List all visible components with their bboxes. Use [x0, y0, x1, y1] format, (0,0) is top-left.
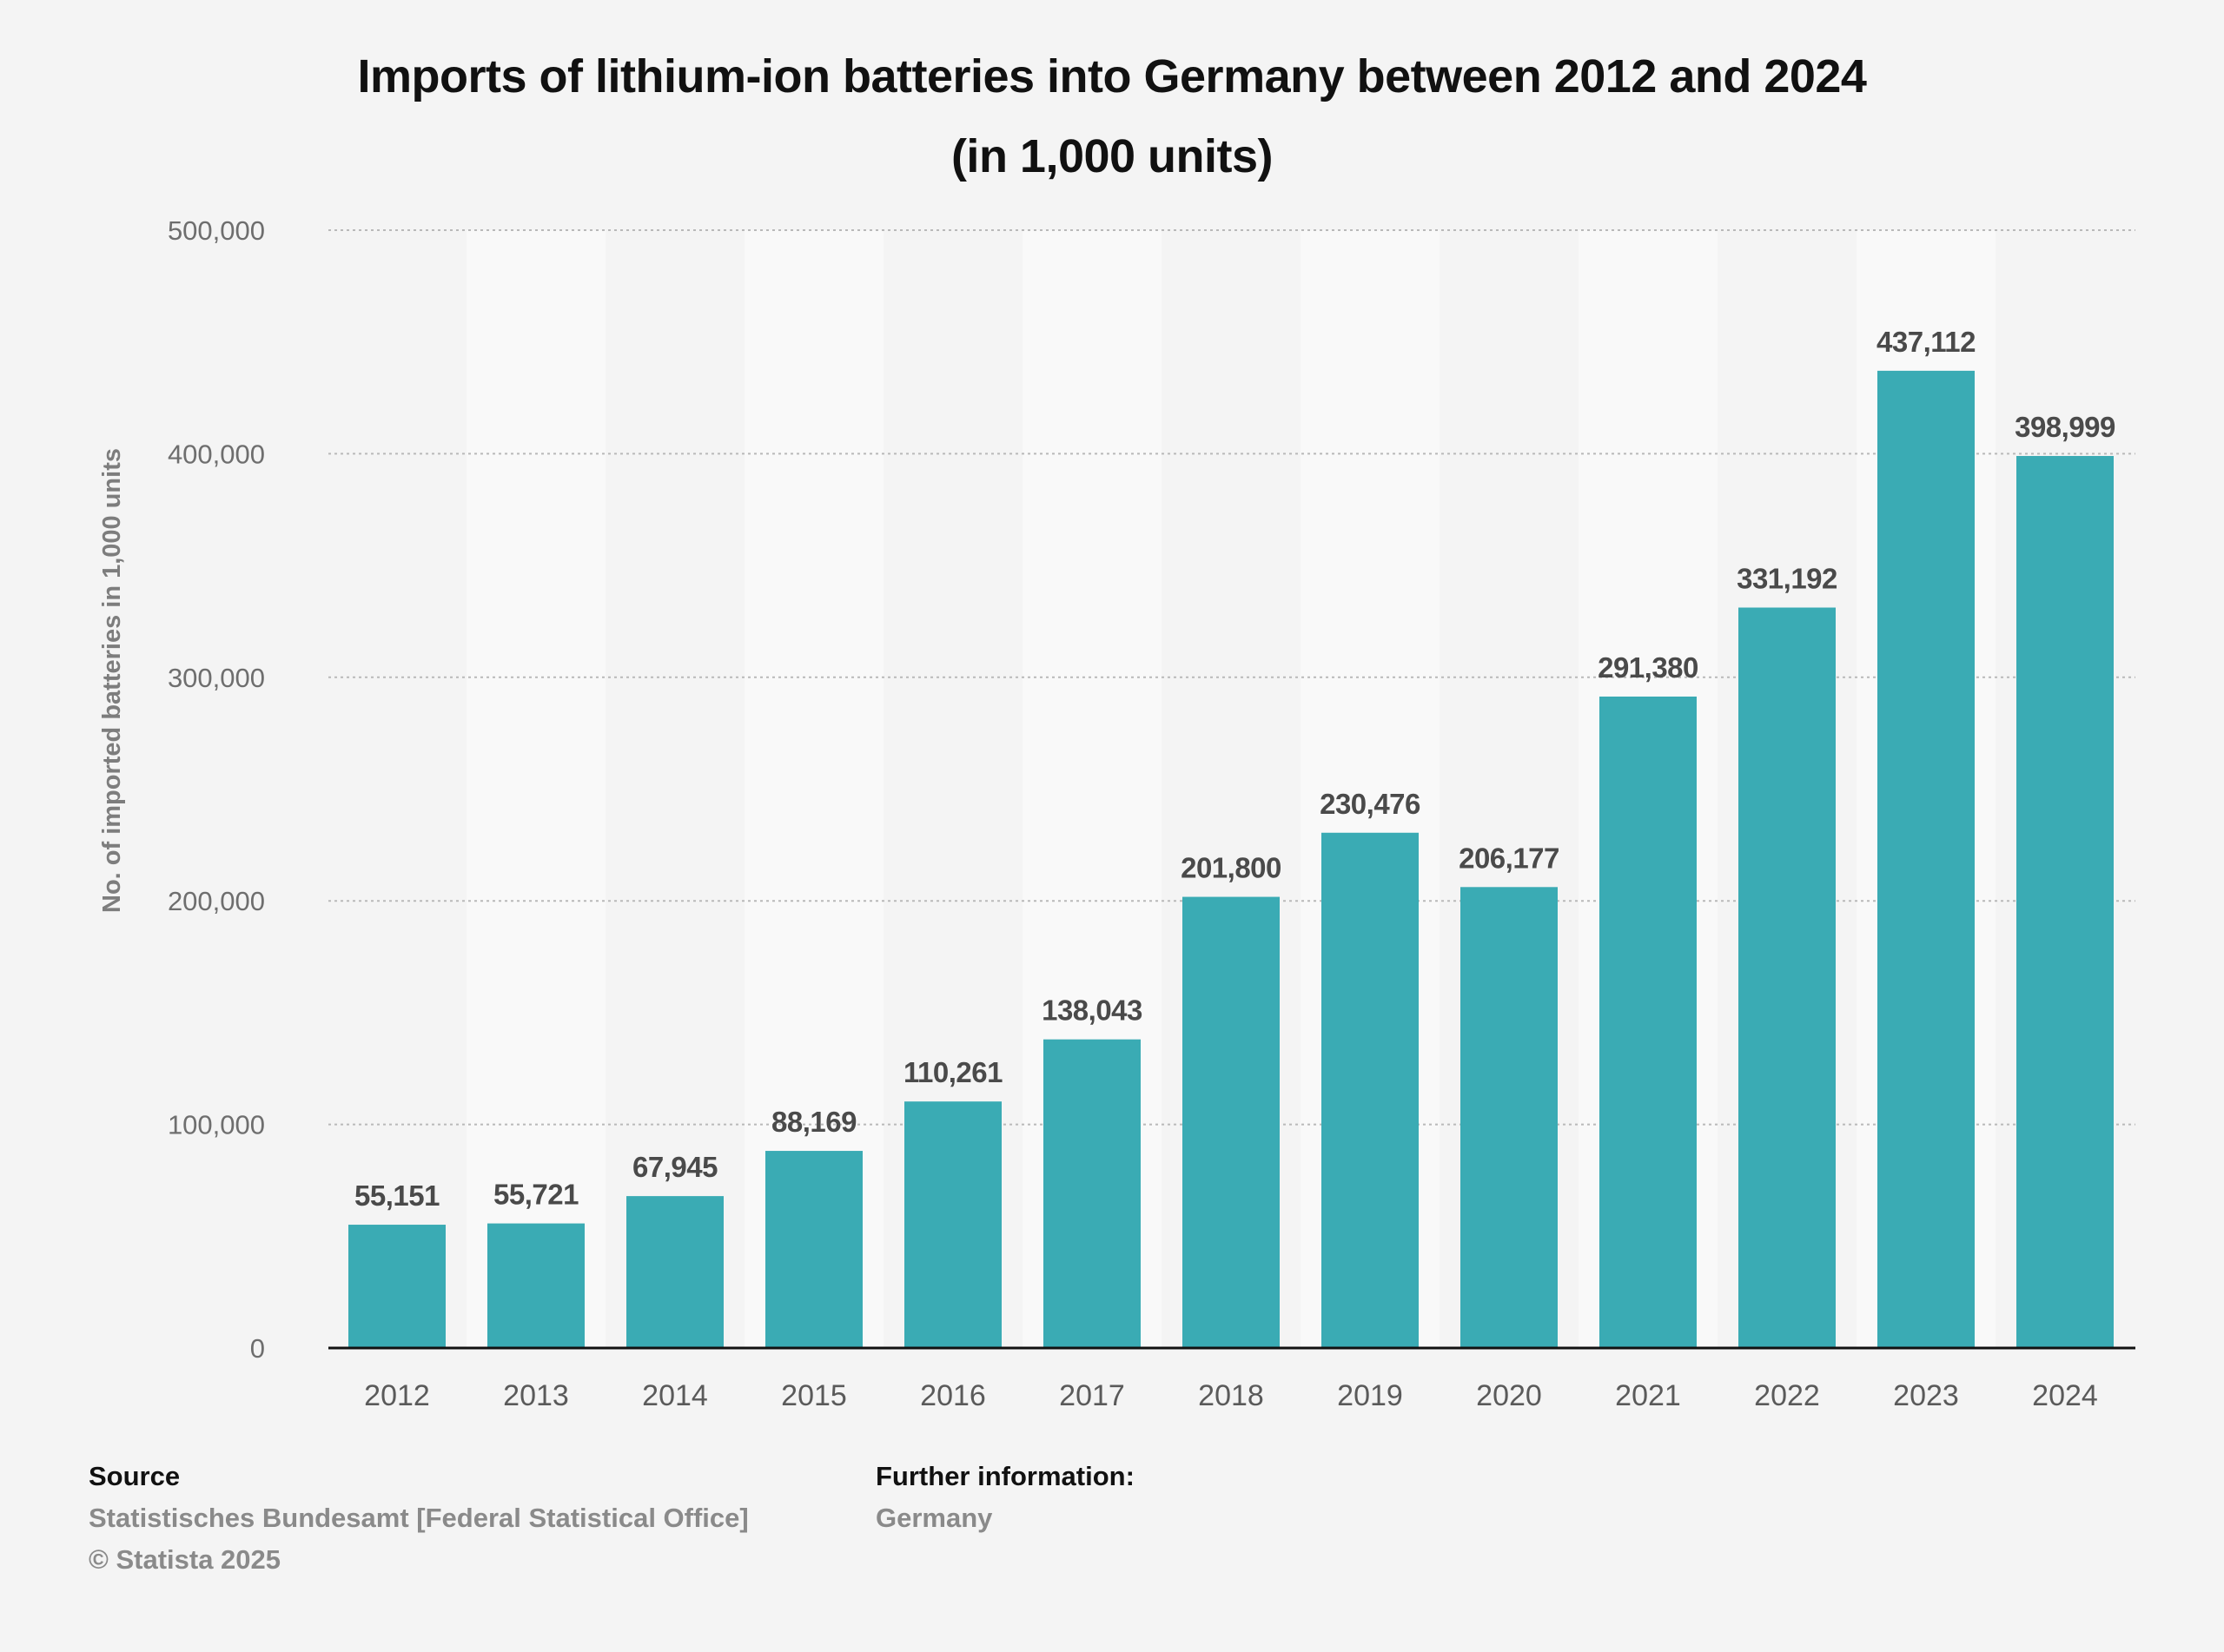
source-heading: Source [89, 1461, 181, 1491]
y-tick-label: 400,000 [168, 439, 265, 469]
bar-2015[interactable] [765, 1151, 863, 1348]
y-tick-label: 500,000 [168, 215, 265, 246]
x-tick-label-2012: 2012 [364, 1379, 430, 1412]
bar-2014[interactable] [626, 1196, 724, 1348]
value-label-2014: 67,945 [632, 1151, 718, 1183]
x-tick-label-2023: 2023 [1893, 1379, 1959, 1412]
x-tick-label-2017: 2017 [1059, 1379, 1125, 1412]
column-band-2014 [606, 230, 745, 1348]
value-label-2019: 230,476 [1320, 788, 1420, 820]
source-text: Statistisches Bundesamt [Federal Statist… [89, 1503, 749, 1533]
x-tick-label-2022: 2022 [1754, 1379, 1820, 1412]
value-label-2021: 291,380 [1598, 651, 1698, 684]
x-tick-label-2015: 2015 [781, 1379, 847, 1412]
value-labels: 55,151 55,721 67,945 88,169 110,261 138,043 20… [354, 326, 2116, 1212]
value-label-2024: 398,999 [2015, 411, 2115, 443]
y-axis-label: No. of imported batteries in 1,000 units [98, 448, 126, 913]
bar-2020[interactable] [1460, 887, 1558, 1348]
x-tick-label-2021: 2021 [1615, 1379, 1681, 1412]
y-tick-label: 300,000 [168, 663, 265, 693]
bar-2018[interactable] [1182, 896, 1280, 1348]
source-block: Source Statistisches Bundesamt [Federal … [89, 1456, 749, 1581]
further-information-heading: Further information: [876, 1461, 1135, 1491]
x-tick-label-2019: 2019 [1337, 1379, 1403, 1412]
value-label-2023: 437,112 [1876, 326, 1976, 358]
x-axis-tick-labels: 2012 2013 2014 2015 2016 2017 2018 2019 2020 2021… [364, 1379, 2098, 1412]
x-tick-label-2020: 2020 [1476, 1379, 1542, 1412]
value-label-2018: 201,800 [1181, 852, 1281, 884]
bar-2019[interactable] [1321, 832, 1419, 1348]
chart-title-line-2: (in 1,000 units) [950, 130, 1274, 182]
value-label-2017: 138,043 [1042, 995, 1142, 1027]
bar-2023[interactable] [1877, 370, 1975, 1348]
value-label-2013: 55,721 [493, 1179, 579, 1211]
bar-2021[interactable] [1599, 696, 1697, 1348]
bar-2017[interactable] [1043, 1039, 1141, 1348]
bar-2016[interactable] [904, 1101, 1002, 1348]
x-tick-label-2018: 2018 [1198, 1379, 1264, 1412]
value-label-2012: 55,151 [354, 1180, 440, 1212]
y-tick-label: 0 [250, 1333, 265, 1364]
value-label-2022: 331,192 [1737, 563, 1837, 595]
chart-title: Imports of lithium-ion batteries into Ge… [0, 36, 2224, 196]
x-tick-label-2013: 2013 [503, 1379, 569, 1412]
y-axis-tick-labels: 0 100,000 200,000 300,000 400,000 500,000 [168, 215, 265, 1364]
chart-title-line-1: Imports of lithium-ion batteries into Ge… [357, 50, 1867, 102]
column-band-2013 [467, 230, 606, 1348]
x-tick-label-2016: 2016 [920, 1379, 986, 1412]
value-label-2020: 206,177 [1459, 842, 1559, 874]
y-tick-label: 100,000 [168, 1110, 265, 1140]
x-tick-label-2024: 2024 [2032, 1379, 2098, 1412]
column-band-2012 [328, 230, 467, 1348]
value-label-2016: 110,261 [904, 1056, 1003, 1088]
y-tick-label: 200,000 [168, 886, 265, 916]
further-information-text: Germany [876, 1503, 993, 1533]
bar-chart: 55,151 55,721 67,945 88,169 110,261 138,043 20… [98, 215, 2135, 1412]
bar-2024[interactable] [2016, 455, 2114, 1348]
bars [348, 370, 2114, 1348]
value-label-2015: 88,169 [771, 1106, 857, 1138]
bar-2013[interactable] [487, 1223, 585, 1348]
copyright-text: © Statista 2025 [89, 1544, 281, 1575]
bar-2012[interactable] [348, 1225, 446, 1348]
bar-2022[interactable] [1738, 607, 1836, 1348]
x-tick-label-2014: 2014 [642, 1379, 708, 1412]
further-information-block: Further information: Germany [876, 1456, 1135, 1539]
